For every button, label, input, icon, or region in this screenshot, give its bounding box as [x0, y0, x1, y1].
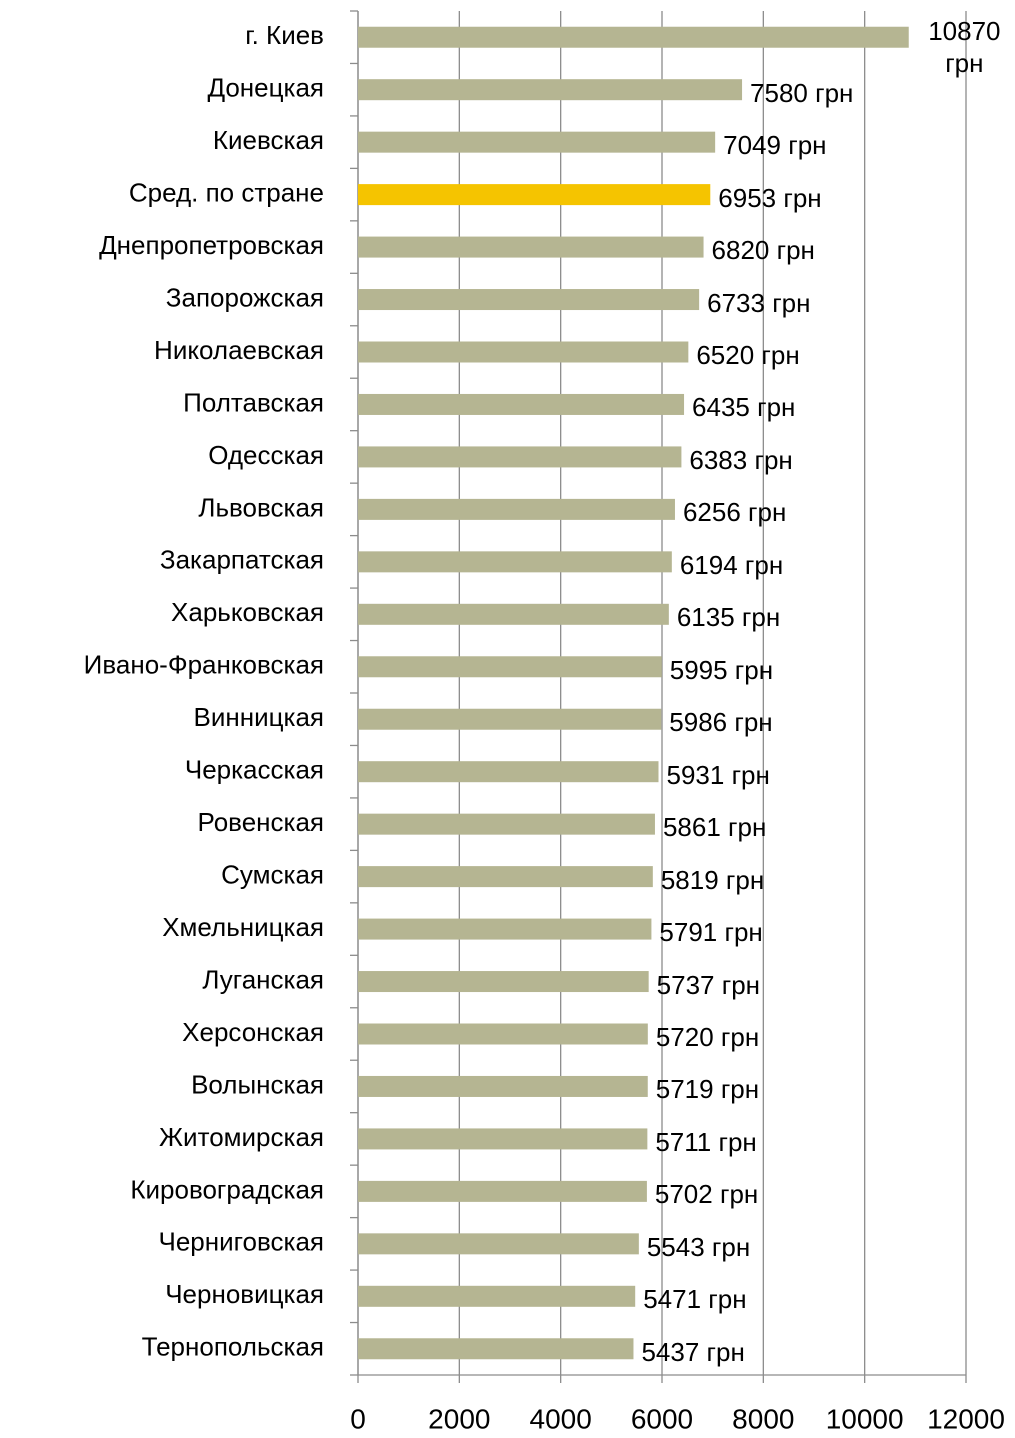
y-tick-label: Одесская: [208, 440, 324, 470]
data-label: 5861 грн: [662, 812, 767, 843]
bar: [358, 1233, 639, 1255]
bar: [358, 708, 662, 730]
bar: [358, 498, 675, 520]
bar: [358, 341, 689, 363]
data-label: 5931 грн: [666, 759, 770, 790]
data-label: 5819 грн: [660, 864, 765, 895]
y-tick-label: Ровенская: [198, 807, 324, 837]
bar: [358, 866, 653, 888]
bar: [358, 1180, 647, 1202]
data-label: 6520 грн: [696, 340, 800, 370]
x-tick-label: 0: [350, 1403, 366, 1434]
bar: [358, 761, 659, 783]
data-label: 5986 грн: [669, 707, 773, 738]
bar: [358, 184, 711, 206]
data-label: 6383 грн: [689, 444, 793, 475]
y-tick-label: Харьковская: [171, 597, 324, 627]
y-tick-label: Житомирская: [159, 1122, 324, 1152]
data-label: 6953 грн: [718, 182, 822, 213]
bar: [358, 971, 649, 993]
y-tick-label: Волынская: [191, 1069, 324, 1099]
y-tick-label: Запорожская: [166, 282, 324, 312]
y-tick-label: Ивано-Франковская: [84, 650, 324, 680]
bar: [358, 1285, 636, 1307]
data-label: 7049 грн: [723, 130, 827, 161]
bar: [358, 1023, 648, 1045]
bar: [358, 918, 652, 940]
y-tick-label: Николаевская: [154, 335, 324, 365]
data-label: 7580 грн: [750, 77, 854, 108]
x-tick-label: 12000: [927, 1403, 1005, 1434]
y-tick-label: г. Киев: [245, 20, 324, 50]
y-tick-label: Полтавская: [183, 387, 324, 417]
y-tick-label: Херсонская: [182, 1017, 324, 1047]
y-tick-label: Днепропетровская: [99, 230, 324, 260]
data-label: 5719 грн: [655, 1074, 760, 1105]
data-label: 5737 грн: [656, 969, 761, 1000]
y-tick-label: Тернопольская: [142, 1332, 324, 1362]
y-tick-label: Киевская: [213, 125, 324, 155]
y-tick-label: Винницкая: [194, 702, 324, 732]
data-label: 5791 грн: [659, 917, 763, 948]
data-label: 5711 грн: [655, 1126, 757, 1157]
bar: [358, 393, 685, 415]
y-tick-label: Донецкая: [207, 73, 324, 103]
data-label: 5995 грн: [669, 654, 774, 685]
y-tick-label: Черкасская: [185, 755, 324, 785]
data-label: 5471 грн: [643, 1284, 747, 1315]
bar: [358, 26, 909, 48]
bar: [358, 236, 704, 258]
y-tick-label: Львовская: [198, 492, 324, 522]
bar: [358, 603, 669, 625]
y-tick-label: Сред. по стране: [129, 177, 324, 207]
data-label: 6820 грн: [711, 235, 815, 266]
bar: [358, 131, 716, 153]
data-label: 6135 грн: [676, 602, 781, 633]
data-label: 10870 грн: [928, 16, 1001, 79]
y-tick-label: Хмельницкая: [162, 912, 324, 942]
bar: [358, 656, 662, 678]
data-label: 6435 грн: [692, 392, 796, 423]
data-label: 6194 грн: [679, 549, 784, 580]
y-tick-label: Черновицкая: [165, 1279, 324, 1309]
data-label: 6733 грн: [707, 287, 811, 318]
bar: [358, 289, 700, 311]
y-tick-label: Луганская: [202, 964, 324, 994]
y-tick-label: Сумская: [221, 859, 324, 889]
bar: [358, 551, 672, 573]
x-tick-label: 6000: [631, 1403, 693, 1434]
x-tick-label: 2000: [428, 1403, 490, 1434]
x-tick-label: 4000: [530, 1403, 592, 1434]
bar: [358, 79, 743, 101]
bar: [358, 1075, 648, 1097]
data-label: 5543 грн: [646, 1231, 751, 1262]
y-tick-label: Черниговская: [158, 1227, 324, 1257]
data-label: 5702 грн: [654, 1179, 759, 1210]
x-tick-label: 8000: [732, 1403, 794, 1434]
data-label: 6256 грн: [682, 497, 787, 528]
bar: [358, 446, 682, 468]
y-tick-label: Закарпатская: [160, 545, 324, 575]
bar: [358, 1128, 648, 1150]
x-tick-label: 10000: [826, 1403, 904, 1434]
data-label: 5437 грн: [641, 1336, 745, 1367]
y-tick-label: Кировоградская: [130, 1174, 324, 1204]
data-label: 5720 грн: [655, 1022, 760, 1052]
bar: [358, 813, 655, 835]
bar: [358, 1338, 634, 1360]
